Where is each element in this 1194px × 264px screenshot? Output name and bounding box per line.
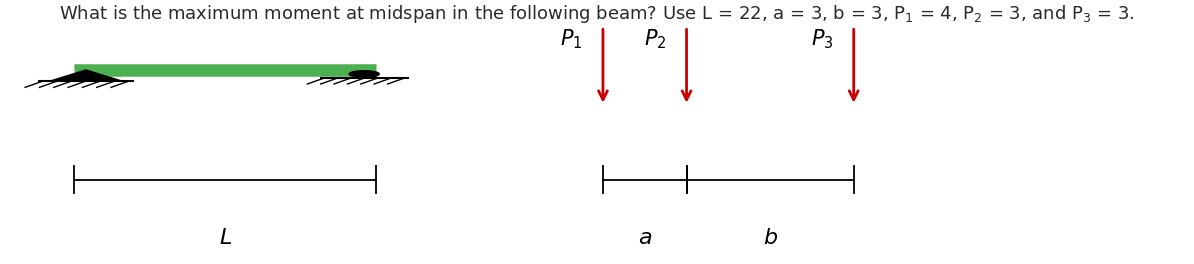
Text: $L$: $L$ <box>219 228 232 248</box>
Text: $a$: $a$ <box>638 228 652 248</box>
Text: What is the maximum moment at midspan in the following beam? Use L = 22, a = 3, : What is the maximum moment at midspan in… <box>60 3 1134 25</box>
Circle shape <box>349 71 380 77</box>
Text: $b$: $b$ <box>763 228 777 248</box>
Polygon shape <box>50 70 122 81</box>
Text: $P_3$: $P_3$ <box>811 28 833 51</box>
Text: $P_2$: $P_2$ <box>644 28 666 51</box>
Text: $P_1$: $P_1$ <box>560 28 583 51</box>
